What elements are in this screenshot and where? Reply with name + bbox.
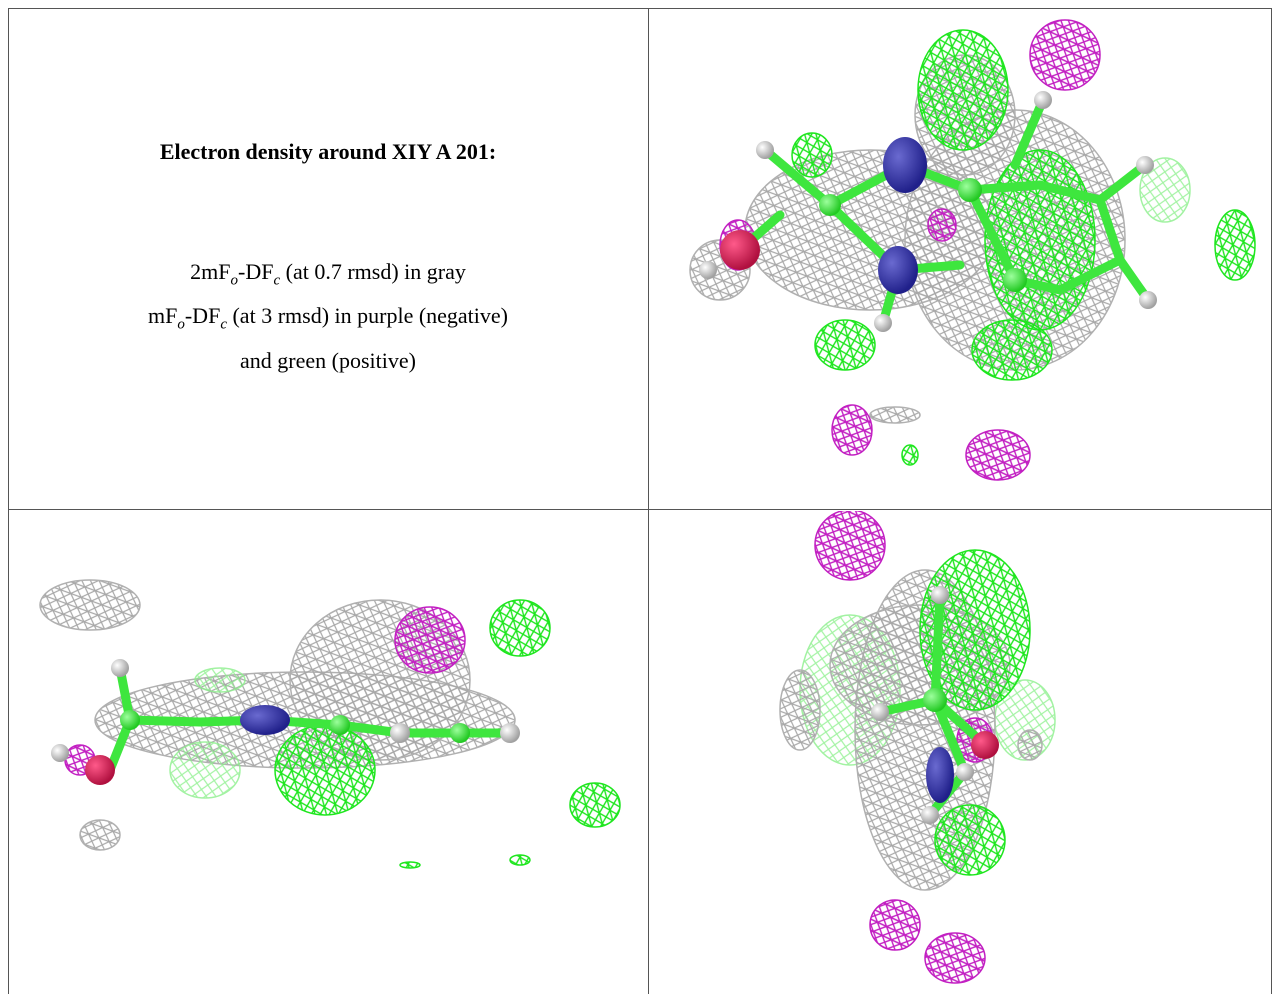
density-mesh	[791, 132, 833, 178]
atom	[958, 178, 982, 202]
density-mesh	[1017, 729, 1043, 761]
density-mesh	[1029, 19, 1101, 91]
subscript: c	[220, 316, 227, 333]
legend-line: mFo-DFc (at 3 rmsd) in purple (negative)	[9, 298, 647, 342]
density-mesh	[814, 511, 886, 581]
atom	[874, 314, 892, 332]
legend-text: and green (positive)	[240, 347, 416, 373]
table-borders	[8, 8, 1272, 994]
bond	[1010, 95, 1048, 170]
density-mesh	[814, 319, 876, 371]
density-mesh	[924, 932, 986, 984]
density-mesh	[984, 149, 1096, 331]
caption-legend: 2mFo-DFc (at 0.7 rmsd) in gray mFo-DFc (a…	[9, 254, 647, 378]
atom	[1139, 291, 1157, 309]
bond	[1055, 255, 1125, 295]
density-panel	[779, 511, 1056, 984]
bond	[965, 185, 1020, 285]
subscript: o	[177, 316, 185, 333]
legend-text: -DF	[184, 303, 221, 329]
density-mesh	[917, 29, 1009, 151]
legend-line: and green (positive)	[9, 343, 647, 378]
density-mesh	[1214, 209, 1256, 281]
density-panel	[689, 19, 1256, 481]
atom	[1034, 91, 1052, 109]
atom	[819, 194, 841, 216]
atom	[923, 688, 947, 712]
atom	[720, 230, 760, 270]
density-mesh	[779, 669, 821, 751]
density-panel	[39, 579, 621, 869]
density-mesh	[194, 667, 246, 693]
atom	[926, 747, 954, 803]
atom	[931, 586, 949, 604]
density-mesh	[569, 782, 621, 828]
legend-line: 2mFo-DFc (at 0.7 rmsd) in gray	[9, 254, 647, 298]
atom	[956, 763, 974, 781]
subscript: o	[230, 272, 239, 289]
bond	[1035, 180, 1105, 205]
atom	[120, 710, 140, 730]
atom	[240, 705, 290, 735]
bond	[930, 695, 970, 777]
density-mesh	[927, 208, 957, 242]
density-mesh	[1139, 157, 1191, 223]
atom	[878, 246, 918, 294]
atom	[1136, 156, 1154, 174]
density-mesh	[869, 406, 921, 424]
atom	[330, 715, 350, 735]
legend-text: (at 0.7 rmsd) in gray	[280, 259, 466, 284]
density-mesh	[169, 741, 241, 799]
bond	[760, 145, 835, 210]
density-mesh	[965, 429, 1031, 481]
atom	[883, 137, 927, 193]
density-mesh	[79, 819, 121, 851]
legend-text: (at 3 rmsd) in purple (negative)	[226, 303, 508, 329]
atom	[85, 755, 115, 785]
bond	[335, 720, 405, 738]
density-mesh	[39, 579, 141, 631]
density-mesh	[274, 724, 376, 816]
density-mesh	[394, 606, 466, 674]
density-mesh	[919, 549, 1031, 711]
atom	[111, 659, 129, 677]
density-mesh	[399, 861, 421, 869]
atom	[921, 806, 939, 824]
atom	[390, 723, 410, 743]
subscript: c	[273, 272, 281, 289]
legend-text: -DF	[238, 259, 274, 284]
legend-text: 2mF	[190, 259, 231, 284]
atom	[971, 731, 999, 759]
caption-title: Electron density around XIY A 201:	[159, 139, 497, 164]
bond	[1095, 160, 1150, 205]
atom	[756, 141, 774, 159]
density-mesh	[831, 404, 873, 456]
atom	[871, 703, 889, 721]
density-mesh	[509, 854, 531, 866]
density-mesh	[901, 444, 919, 466]
atom	[1003, 268, 1027, 292]
density-mesh	[934, 804, 1006, 876]
caption-cell: Electron density around XIY A 201: 2mFo-…	[9, 9, 647, 509]
density-mesh	[489, 599, 551, 657]
atom	[699, 261, 717, 279]
atom	[51, 744, 69, 762]
bond	[125, 715, 205, 727]
density-mesh	[971, 319, 1053, 381]
density-mesh	[869, 899, 921, 951]
atom	[500, 723, 520, 743]
bond	[930, 590, 945, 705]
atom	[450, 723, 470, 743]
bond	[1095, 195, 1125, 265]
legend-text: mF	[148, 303, 178, 329]
